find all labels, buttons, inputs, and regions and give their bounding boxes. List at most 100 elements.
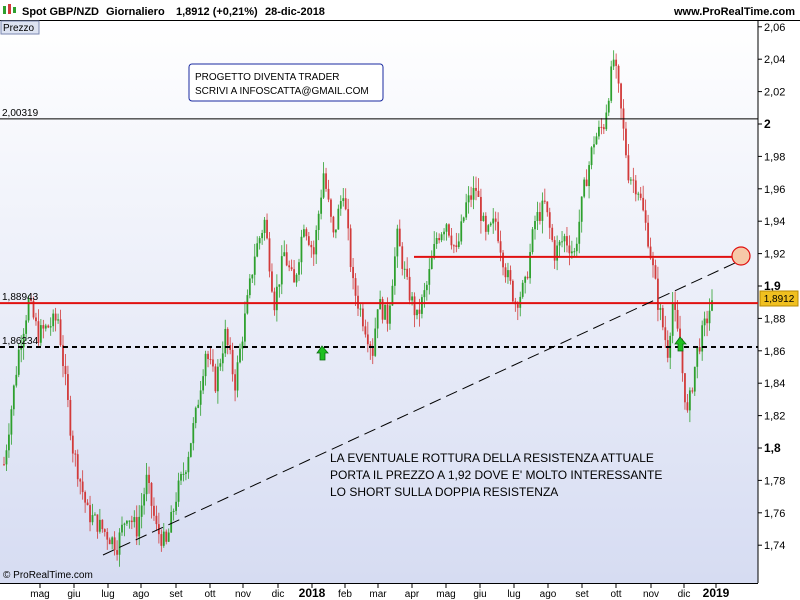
candle — [671, 292, 674, 344]
candle — [347, 198, 350, 241]
candle — [57, 313, 59, 324]
candle — [35, 312, 37, 326]
candle — [241, 336, 244, 361]
candle — [67, 365, 69, 408]
y-tick-label: 1,8 — [764, 441, 781, 455]
candle — [204, 350, 207, 386]
candle — [199, 381, 202, 416]
candle — [558, 240, 561, 257]
candle — [362, 302, 364, 332]
candle — [37, 309, 40, 346]
candle — [659, 303, 662, 321]
candle — [130, 515, 133, 530]
candle — [398, 219, 401, 247]
y-tick-label: 1,86 — [764, 346, 785, 358]
candle — [610, 60, 613, 104]
candle — [64, 354, 67, 386]
candle — [256, 236, 259, 258]
copyright: © ProRealTime.com — [3, 570, 93, 581]
x-tick-label: lug — [507, 589, 520, 600]
date-label: 28-dic-2018 — [265, 6, 325, 18]
candle — [234, 369, 236, 402]
candle — [248, 273, 251, 299]
candle — [607, 98, 610, 117]
candle — [543, 188, 546, 204]
candle — [354, 273, 357, 307]
x-tick-label: mar — [369, 589, 387, 600]
y-axis: 1,74 1,76 1,78 1,8 1,82 1,84 1,86 1,88 1,9 1,92 1,… — [758, 22, 785, 552]
candle — [403, 261, 406, 279]
candle — [484, 212, 487, 241]
candle — [421, 294, 423, 319]
candle — [509, 265, 512, 285]
candle — [521, 279, 524, 299]
candle — [376, 309, 379, 339]
candle — [637, 191, 640, 201]
candle — [524, 275, 527, 294]
candle — [86, 499, 89, 506]
candle — [17, 343, 20, 378]
candle — [440, 232, 443, 243]
candle — [236, 355, 239, 398]
candle — [634, 175, 637, 202]
y-tick-label: 1,78 — [764, 475, 785, 487]
candle — [497, 212, 500, 244]
candle — [197, 399, 200, 409]
note-line-2: SCRIVI A INFOSCATTA@GMAIL.COM — [195, 86, 369, 97]
candle — [462, 216, 465, 223]
candle — [320, 189, 323, 220]
levels-group: 2,00319 1,88943 1,86234 — [0, 108, 758, 349]
candle — [96, 514, 99, 539]
up-arrow-icon — [316, 345, 329, 361]
candle — [76, 449, 79, 487]
candle — [590, 146, 593, 170]
candle — [526, 271, 529, 280]
x-tick-label: giu — [67, 589, 80, 600]
candle — [570, 240, 573, 259]
candle — [226, 327, 229, 355]
candle — [334, 229, 337, 239]
candle — [280, 245, 283, 295]
candle — [352, 258, 354, 290]
candle — [580, 196, 583, 233]
candle — [177, 472, 180, 507]
candle — [42, 319, 45, 339]
candle — [307, 231, 310, 247]
candle — [430, 250, 433, 270]
x-tick-label: dic — [678, 589, 691, 600]
candle — [79, 478, 82, 495]
candle — [477, 178, 480, 198]
candle — [312, 240, 315, 266]
candle — [8, 423, 10, 458]
candle — [625, 121, 627, 159]
candle — [273, 287, 276, 316]
candle — [108, 537, 111, 545]
annotation-line-1: LA EVENTUALE ROTTURA DELLA RESISTENZA AT… — [330, 451, 654, 465]
candle — [325, 167, 327, 192]
candle — [408, 268, 411, 305]
candle — [612, 50, 615, 70]
candle — [516, 301, 519, 321]
candle — [393, 247, 396, 295]
candle — [5, 444, 8, 471]
x-tick-label: nov — [643, 589, 659, 600]
candle — [189, 442, 192, 458]
candle — [224, 319, 227, 357]
x-tick-label: ago — [133, 589, 150, 600]
x-tick-label: lug — [101, 589, 114, 600]
candle — [531, 227, 534, 255]
note-line-1: PROGETTO DIVENTA TRADER — [195, 72, 339, 83]
x-tick-label: dic — [272, 589, 285, 600]
trendline — [102, 256, 749, 556]
candle — [94, 512, 96, 516]
candle — [467, 186, 470, 214]
y-tick-label: 1,88 — [764, 313, 785, 325]
candle — [81, 470, 84, 500]
candle — [369, 341, 372, 360]
candle — [172, 508, 175, 521]
candle — [438, 233, 441, 244]
candle — [511, 279, 514, 304]
candle — [15, 366, 18, 388]
candle — [598, 120, 600, 140]
candle — [401, 242, 404, 276]
